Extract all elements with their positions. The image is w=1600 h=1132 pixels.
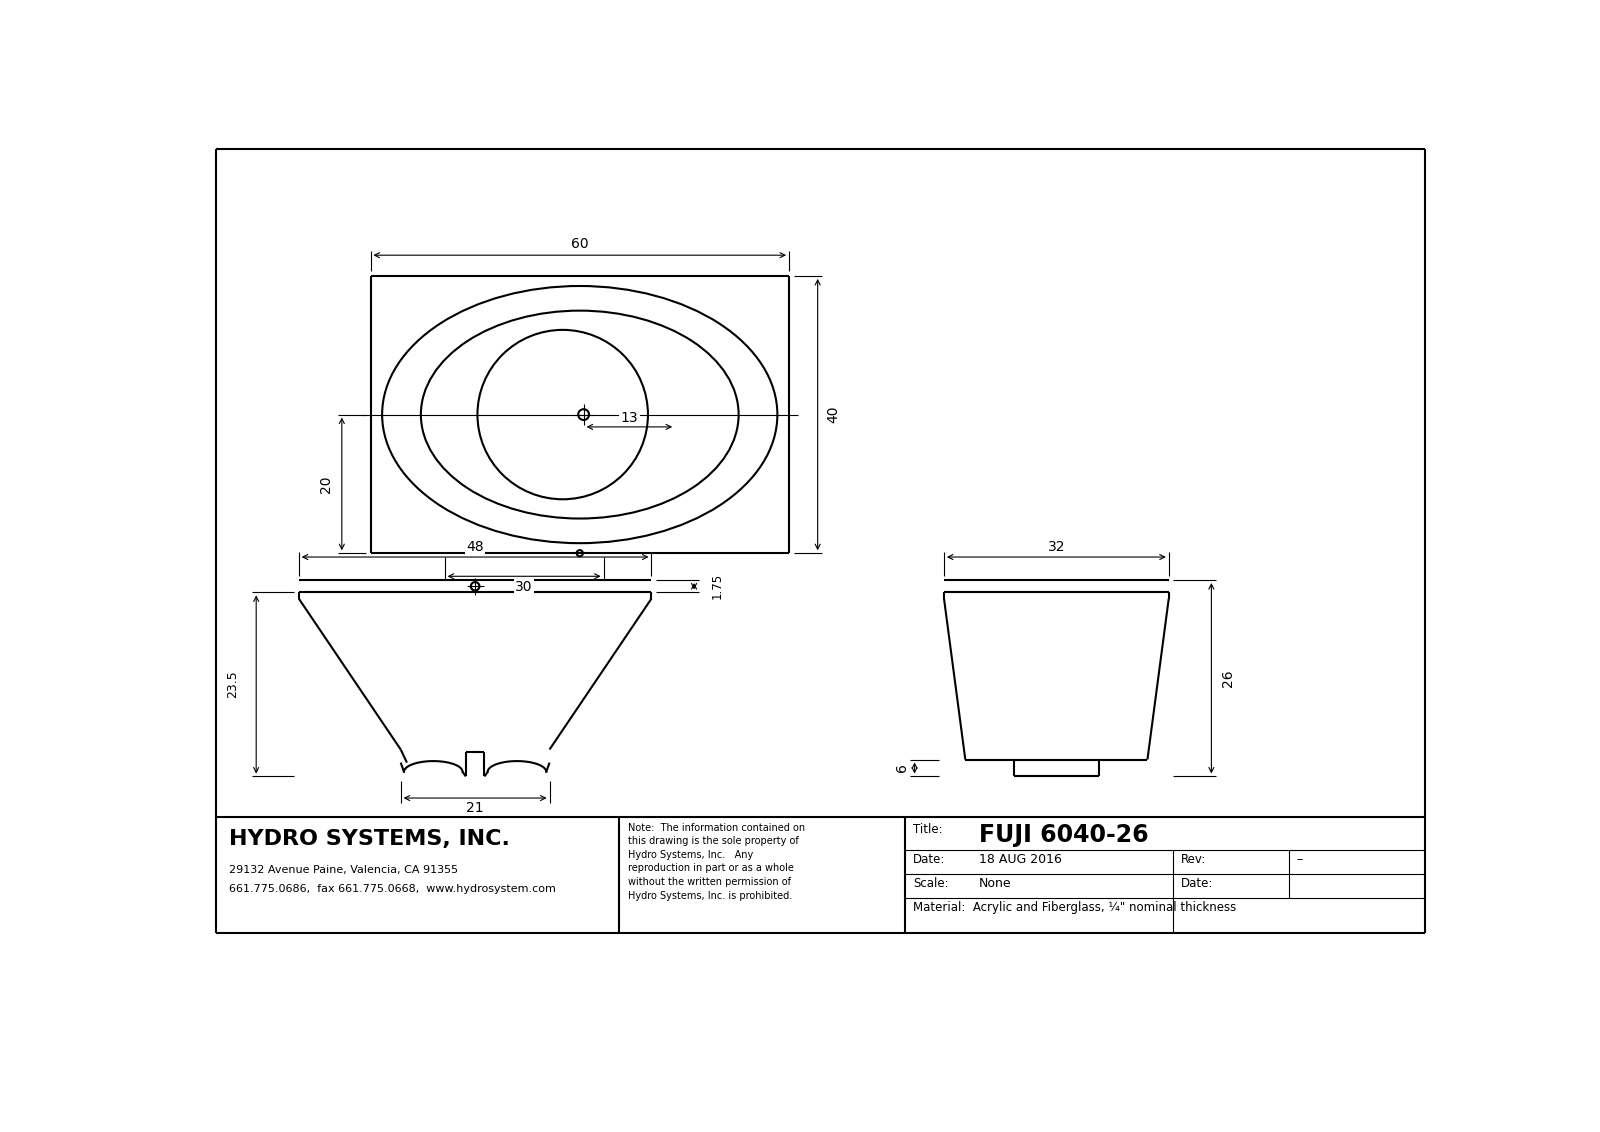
Text: Date:: Date: xyxy=(1181,877,1213,891)
Text: None: None xyxy=(979,877,1011,891)
Text: 40: 40 xyxy=(826,406,840,423)
Text: Rev:: Rev: xyxy=(1181,852,1206,866)
Text: 6: 6 xyxy=(894,764,909,772)
Text: 23.5: 23.5 xyxy=(227,670,240,698)
Text: 30: 30 xyxy=(515,580,533,594)
Text: 26: 26 xyxy=(1221,669,1235,687)
Text: Note:  The information contained on
this drawing is the sole property of
Hydro S: Note: The information contained on this … xyxy=(627,823,805,901)
Circle shape xyxy=(576,550,582,556)
Text: 18 AUG 2016: 18 AUG 2016 xyxy=(979,852,1062,866)
Text: 29132 Avenue Paine, Valencia, CA 91355: 29132 Avenue Paine, Valencia, CA 91355 xyxy=(229,865,459,875)
Text: Scale:: Scale: xyxy=(914,877,949,891)
Text: 48: 48 xyxy=(466,540,483,554)
Text: 32: 32 xyxy=(1048,540,1066,554)
Text: 21: 21 xyxy=(466,801,483,815)
Text: FUJI 6040-26: FUJI 6040-26 xyxy=(979,823,1149,847)
Text: Date:: Date: xyxy=(914,852,946,866)
Text: 13: 13 xyxy=(621,411,638,424)
Text: 1.75: 1.75 xyxy=(710,573,723,599)
Text: 60: 60 xyxy=(571,238,589,251)
Text: 661.775.0686,  fax 661.775.0668,  www.hydrosystem.com: 661.775.0686, fax 661.775.0668, www.hydr… xyxy=(229,884,557,894)
Text: –: – xyxy=(1296,852,1302,866)
Text: 20: 20 xyxy=(320,475,333,492)
Text: Material:  Acrylic and Fiberglass, ¼" nominal thickness: Material: Acrylic and Fiberglass, ¼" nom… xyxy=(914,901,1237,915)
Text: Title:: Title: xyxy=(914,823,942,835)
Text: HYDRO SYSTEMS, INC.: HYDRO SYSTEMS, INC. xyxy=(229,829,510,849)
